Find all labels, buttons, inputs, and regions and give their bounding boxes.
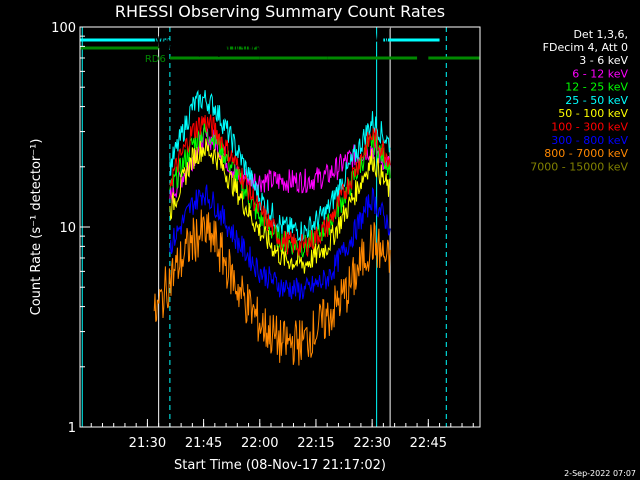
y-tick-label-0: 1 [68,421,76,436]
x-tick-label-2: 22:00 [241,436,278,451]
x-axis: 21:30 21:45 22:00 22:15 22:30 22:45 [79,419,474,451]
legend-header-0: Det 1,3,6, [573,28,628,41]
x-tick-label-1: 21:45 [185,436,222,451]
timestamp: 2-Sep-2022 07:07 [564,469,636,478]
legend-entry-6: 300 - 800 keV [551,134,628,147]
legend-header-1: FDecim 4, Att 0 [543,41,628,54]
legend-entry-8: 7000 - 15000 keV [530,160,628,173]
legend-entry-7: 800 - 7000 keV [544,147,628,160]
y-axis: 1 10 100 [51,21,90,436]
x-tick-label-0: 21:30 [129,436,166,451]
x-tick-label-4: 22:30 [353,436,390,451]
plot-frame [79,26,481,428]
legend-entry-1: 6 - 12 keV [572,67,628,80]
y-tick-label-1: 10 [59,221,76,236]
series-line-3 [169,89,391,242]
legend-entry-0: 3 - 6 keV [579,54,628,67]
series-line-6 [169,184,391,301]
x-tick-label-3: 22:15 [297,436,334,451]
plot-area: RD6 [80,25,480,427]
series-line-5 [169,114,391,258]
series-line-7 [153,209,391,366]
y-tick-label-2: 100 [51,21,76,36]
x-tick-label-5: 22:45 [410,436,447,451]
legend-entry-2: 12 - 25 keV [565,81,628,94]
legend-entry-3: 25 - 50 keV [565,94,628,107]
series-line-4 [169,138,391,274]
chart-title: RHESSI Observing Summary Count Rates [115,2,445,21]
x-axis-label: Start Time (08-Nov-17 21:17:02) [174,458,386,473]
flag-bar-label-2: RD6 [145,54,166,65]
series-line-0 [153,25,391,58]
legend-entry-4: 50 - 100 keV [558,107,628,120]
y-axis-label: Count Rate (s⁻¹ detector⁻¹) [29,139,44,316]
legend-entry-5: 100 - 300 keV [551,121,628,134]
